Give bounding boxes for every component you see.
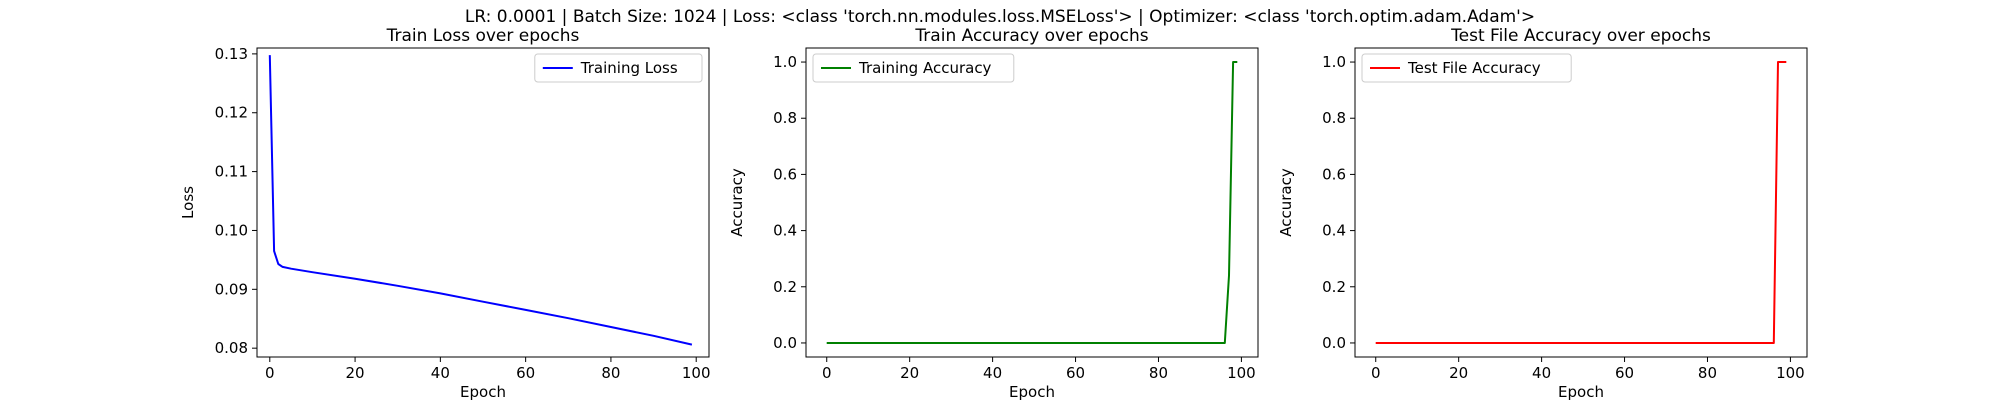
chart-3-x-tick-label: 20 xyxy=(1449,364,1468,382)
chart-3-y-tick-label: 0.0 xyxy=(1322,334,1346,352)
chart-1-y-tick-label: 0.10 xyxy=(215,221,248,239)
chart-3-y-tick-label: 0.6 xyxy=(1322,165,1346,183)
chart-2-y-axis-label: Accuracy xyxy=(728,168,746,237)
chart-2-y-tick-label: 0.8 xyxy=(773,109,797,127)
chart-2-x-tick-label: 60 xyxy=(1066,364,1085,382)
chart-2-x-tick-label: 80 xyxy=(1149,364,1168,382)
chart-2: Train Accuracy over epochs 0 20 40 60 80 100 0.… xyxy=(728,26,1259,400)
chart-1-legend: Training Loss xyxy=(534,53,703,83)
chart-3-legend-label: Test File Accuracy xyxy=(1407,59,1541,77)
chart-1-x-tick-label: 0 xyxy=(265,364,275,382)
chart-2-plot-frame xyxy=(805,47,1259,358)
chart-3-title: Test File Accuracy over epochs xyxy=(1450,26,1711,46)
chart-2-x-tick-label: 40 xyxy=(983,364,1002,382)
chart-2-legend-label: Training Accuracy xyxy=(858,59,992,77)
chart-2-y-tick-label: 0.6 xyxy=(773,165,797,183)
chart-3-y-tick-label: 1.0 xyxy=(1322,53,1346,71)
chart-2-title: Train Accuracy over epochs xyxy=(914,26,1148,46)
chart-3-y-tick-label: 0.8 xyxy=(1322,109,1346,127)
chart-1: Train Loss over epochs 0 20 40 60 80 100 0.08 0.… xyxy=(179,26,711,400)
chart-2-y-tick-label: 0.0 xyxy=(773,334,797,352)
chart-1-title: Train Loss over epochs xyxy=(386,26,580,46)
chart-2-x-tick-label: 100 xyxy=(1227,364,1256,382)
chart-2-legend-box xyxy=(812,53,1015,83)
chart-1-x-axis-label: Epoch xyxy=(460,383,506,400)
chart-1-y-tick-label: 0.08 xyxy=(215,339,248,357)
chart-2-y-tick-label: 0.2 xyxy=(773,278,797,296)
chart-3-x-tick-label: 60 xyxy=(1615,364,1634,382)
chart-3-y-tick-label: 0.2 xyxy=(1322,278,1346,296)
chart-3-legend-box xyxy=(1361,53,1572,83)
chart-1-series-line-1 xyxy=(268,55,693,346)
chart-1-x-tick-label: 20 xyxy=(346,364,365,382)
chart-3-legend: Test File Accuracy xyxy=(1361,53,1572,83)
chart-1-y-axis-label: Loss xyxy=(179,186,197,219)
chart-3-x-axis-label: Epoch xyxy=(1558,383,1604,400)
chart-3-x-tick-label: 80 xyxy=(1698,364,1717,382)
chart-1-y-tick-label: 0.09 xyxy=(215,280,248,298)
chart-1-x-tick-label: 80 xyxy=(601,364,620,382)
chart-2-series-line-1 xyxy=(826,61,1238,344)
figure-suptitle: LR: 0.0001 | Batch Size: 1024 | Loss: <c… xyxy=(465,7,1535,27)
chart-2-legend: Training Accuracy xyxy=(812,53,1015,83)
chart-1-y-tick-label: 0.13 xyxy=(215,45,248,63)
chart-1-legend-box xyxy=(534,53,703,83)
chart-1-y-tick-label: 0.11 xyxy=(215,163,248,181)
chart-3: Test File Accuracy over epochs 0 20 40 60 80 1… xyxy=(1277,26,1808,400)
chart-1-x-tick-label: 40 xyxy=(431,364,450,382)
chart-1-legend-label: Training Loss xyxy=(580,59,678,77)
chart-2-x-tick-label: 20 xyxy=(900,364,919,382)
chart-1-x-tick-label: 60 xyxy=(516,364,535,382)
chart-3-y-axis-label: Accuracy xyxy=(1277,168,1295,237)
chart-3-series-line-1 xyxy=(1375,61,1787,344)
chart-2-y-tick-label: 1.0 xyxy=(773,53,797,71)
chart-3-plot-frame xyxy=(1354,47,1808,358)
chart-2-y-tick-label: 0.4 xyxy=(773,222,797,240)
chart-3-y-tick-label: 0.4 xyxy=(1322,222,1346,240)
chart-2-x-axis-label: Epoch xyxy=(1009,383,1055,400)
chart-1-x-tick-label: 100 xyxy=(682,364,711,382)
chart-3-x-tick-label: 100 xyxy=(1776,364,1805,382)
chart-3-x-tick-label: 0 xyxy=(1371,364,1381,382)
chart-1-y-tick-label: 0.12 xyxy=(215,104,248,122)
chart-3-x-tick-label: 40 xyxy=(1532,364,1551,382)
chart-1-plot-frame xyxy=(256,47,710,358)
chart-2-x-tick-label: 0 xyxy=(822,364,832,382)
